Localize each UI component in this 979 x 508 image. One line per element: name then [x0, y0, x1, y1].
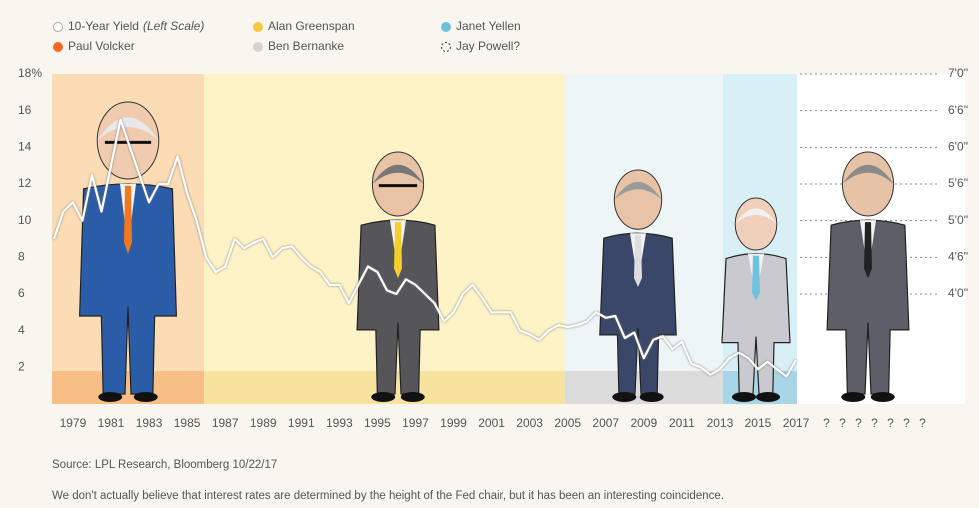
figure-head [734, 197, 778, 251]
legend-swatch [441, 22, 451, 32]
figure-shoe [400, 392, 425, 402]
figure-shoe [612, 392, 637, 402]
x-tick-label: 2011 [669, 416, 695, 430]
legend-note: (Left Scale) [143, 19, 204, 33]
figure-shoe [133, 392, 158, 402]
x-tick-label: 1991 [288, 416, 315, 430]
legend-swatch [53, 22, 63, 32]
figure-tie [634, 235, 642, 287]
legend-swatch [253, 42, 263, 52]
legend-label: Jay Powell? [456, 39, 520, 53]
figure-head [613, 169, 663, 230]
y-tick-label: 12 [18, 176, 32, 190]
y2-tick-label: 5'6'' [948, 176, 968, 190]
y2-tick-label: 6'6'' [948, 103, 968, 117]
y2-tick-label: 7'0'' [948, 66, 968, 80]
figure-shoe [732, 392, 756, 402]
x-tick-label: 2001 [478, 416, 505, 430]
figure-shoe [98, 392, 123, 402]
figure-hair [97, 117, 159, 141]
x-tick-label: 1997 [402, 416, 429, 430]
x-tick-label: 1983 [136, 416, 163, 430]
figure-hair [372, 164, 424, 184]
future-label: ? ? ? ? ? ? ? [823, 416, 929, 430]
source: Source: LPL Research, Bloomberg 10/22/17 [52, 459, 277, 471]
x-tick-label: 2013 [707, 416, 734, 430]
figure-tie [864, 222, 872, 279]
x-tick-label: 1981 [98, 416, 125, 430]
x-tick-label: 1979 [60, 416, 87, 430]
legend-label: Paul Volcker [68, 39, 135, 53]
figure-head [841, 151, 895, 217]
legend-swatch [253, 22, 263, 32]
figure-hair [614, 181, 662, 200]
x-tick-label: 1989 [250, 416, 277, 430]
yield-line [52, 118, 797, 378]
figure-shoe [639, 392, 664, 402]
legend-swatch [53, 42, 63, 52]
y-tick-label: 16 [18, 103, 32, 117]
chair-figure [721, 197, 791, 402]
legend-swatch [441, 42, 451, 52]
figure-head [371, 151, 425, 217]
y2-tick-label: 4'0'' [948, 286, 968, 300]
x-tick-label: 2007 [592, 416, 619, 430]
x-tick-label: 1993 [326, 416, 353, 430]
y-tick-label: 14 [18, 140, 32, 154]
legend-label: Janet Yellen [456, 19, 521, 33]
figure-shoe [371, 392, 396, 402]
chair-figure [826, 151, 910, 402]
figure-tie [394, 222, 402, 279]
chair-figure [599, 169, 677, 402]
y-tick-label: 18% [18, 66, 42, 80]
legend-label: Ben Bernanke [268, 39, 344, 53]
figure-shoe [870, 392, 895, 402]
x-tick-label: 1999 [440, 416, 467, 430]
x-tick-label: 2009 [630, 416, 657, 430]
figure-shoe [841, 392, 866, 402]
y2-tick-label: 6'0'' [948, 140, 968, 154]
x-tick-label: 1987 [212, 416, 239, 430]
legend-label: 10-Year Yield [68, 19, 139, 33]
figure-tie [124, 185, 132, 254]
figure-hair [735, 208, 777, 224]
legend-label: Alan Greenspan [268, 19, 355, 33]
y-tick-label: 6 [18, 286, 25, 300]
x-tick-label: 1985 [174, 416, 201, 430]
x-tick-label: 1995 [364, 416, 391, 430]
x-tick-label: 2003 [516, 416, 543, 430]
y-tick-label: 2 [18, 360, 25, 374]
y-tick-label: 8 [18, 250, 25, 264]
y-tick-label: 4 [18, 323, 25, 337]
y-tick-label: 10 [18, 213, 32, 227]
x-tick-label: 2005 [554, 416, 581, 430]
y2-tick-label: 5'0'' [948, 213, 968, 227]
y2-tick-label: 4'6'' [948, 250, 968, 264]
figure-tie [752, 255, 760, 301]
chair-band-stripe [52, 371, 205, 404]
figure-hair [842, 164, 894, 184]
footnote: We don't actually believe that interest … [52, 490, 724, 502]
chair-figure [356, 151, 440, 402]
figure-shoe [756, 392, 780, 402]
x-tick-label: 2017 [783, 416, 810, 430]
x-tick-label: 2015 [745, 416, 772, 430]
